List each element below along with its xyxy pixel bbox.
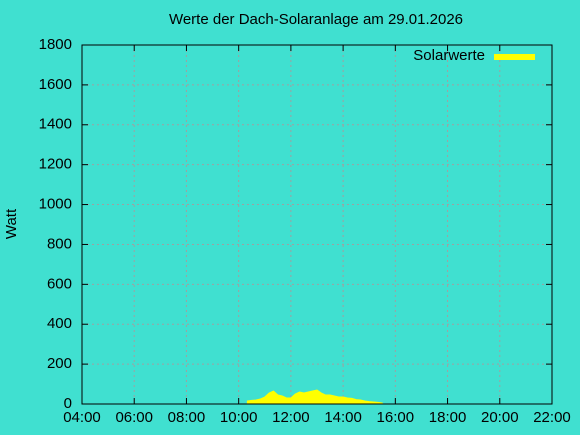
- x-tick-label: 06:00: [115, 409, 153, 426]
- x-tick-label: 18:00: [429, 409, 467, 426]
- chart-title: Werte der Dach-Solaranlage am 29.01.2026: [169, 11, 463, 28]
- y-tick-label: 400: [47, 315, 72, 332]
- legend-label: Solarwerte: [413, 47, 485, 64]
- y-tick-label: 0: [64, 395, 72, 412]
- y-tick-label: 1600: [39, 76, 72, 93]
- area: [246, 389, 383, 405]
- y-tick-label: 1400: [39, 116, 72, 133]
- y-tick-label: 1000: [39, 196, 72, 213]
- x-tick-label: 12:00: [272, 409, 310, 426]
- y-axis-label: Watt: [3, 208, 20, 239]
- x-tick-label: 10:00: [220, 409, 258, 426]
- plot-border: [81, 44, 553, 405]
- y-tick-label: 1200: [39, 156, 72, 173]
- x-tick-label: 16:00: [377, 409, 415, 426]
- y-tick-label: 200: [47, 355, 72, 372]
- x-tick-label: 04:00: [63, 409, 101, 426]
- y-tick-label: 1800: [39, 36, 72, 53]
- x-tick-label: 14:00: [324, 409, 362, 426]
- x-tick-label: 08:00: [168, 409, 206, 426]
- x-tick-label: 22:00: [533, 409, 571, 426]
- x-tick-label: 20:00: [481, 409, 519, 426]
- y-tick-label: 600: [47, 275, 72, 292]
- y-tick-label: 800: [47, 235, 72, 252]
